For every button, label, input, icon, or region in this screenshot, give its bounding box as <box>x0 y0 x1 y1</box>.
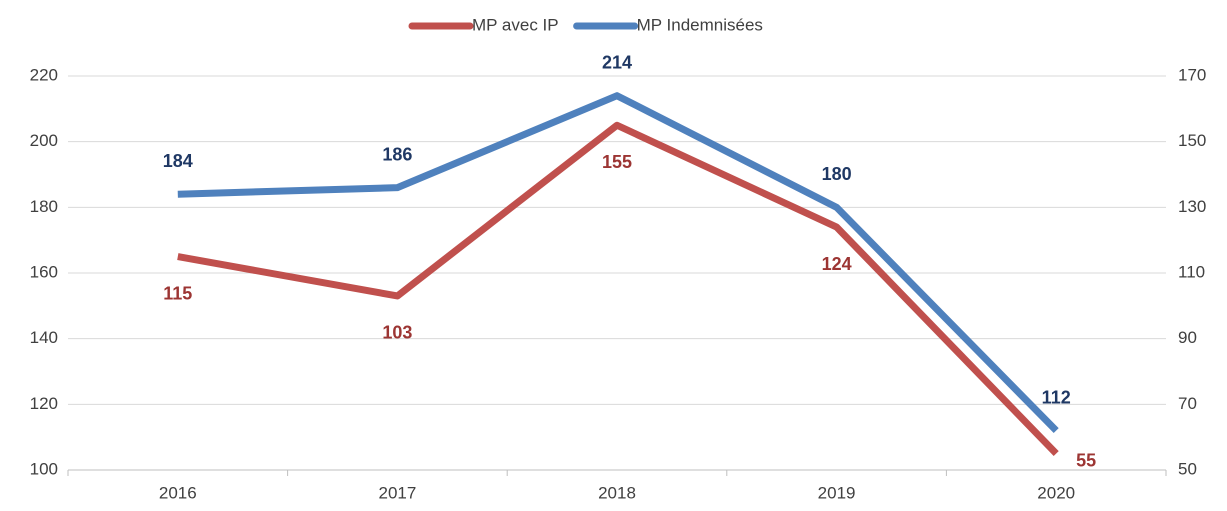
data-label: 180 <box>822 164 852 184</box>
legend-label: MP avec IP <box>472 15 559 34</box>
series-line <box>177 121 1059 457</box>
y2-tick-label: 90 <box>1178 328 1197 347</box>
y-tick-label: 200 <box>30 131 58 150</box>
data-label: 103 <box>382 323 412 343</box>
x-tick-label: 2017 <box>378 483 416 502</box>
y2-tick-label: 70 <box>1178 394 1197 413</box>
y-tick-label: 180 <box>30 197 58 216</box>
data-label: 55 <box>1076 450 1096 470</box>
y-tick-label: 120 <box>30 394 58 413</box>
data-label: 186 <box>382 144 412 164</box>
x-tick-label: 2016 <box>159 483 197 502</box>
data-label: 155 <box>602 152 632 172</box>
x-tick-label: 2019 <box>818 483 856 502</box>
y-tick-label: 100 <box>30 459 58 478</box>
data-label: 184 <box>163 151 193 171</box>
data-label: 214 <box>602 52 632 72</box>
y2-tick-label: 170 <box>1178 65 1206 84</box>
data-label: 115 <box>163 283 192 303</box>
data-label: 112 <box>1042 387 1071 407</box>
y-tick-label: 160 <box>30 262 58 281</box>
y2-tick-label: 50 <box>1178 459 1197 478</box>
y-tick-label: 140 <box>30 328 58 347</box>
legend-label: MP Indemnisées <box>637 15 763 34</box>
series-line <box>177 92 1059 434</box>
y2-tick-label: 130 <box>1178 197 1206 216</box>
x-tick-label: 2018 <box>598 483 636 502</box>
y2-tick-label: 110 <box>1178 262 1205 281</box>
x-tick-label: 2020 <box>1037 483 1075 502</box>
y-tick-label: 220 <box>30 65 58 84</box>
y2-tick-label: 150 <box>1178 131 1206 150</box>
data-label: 124 <box>822 254 852 274</box>
